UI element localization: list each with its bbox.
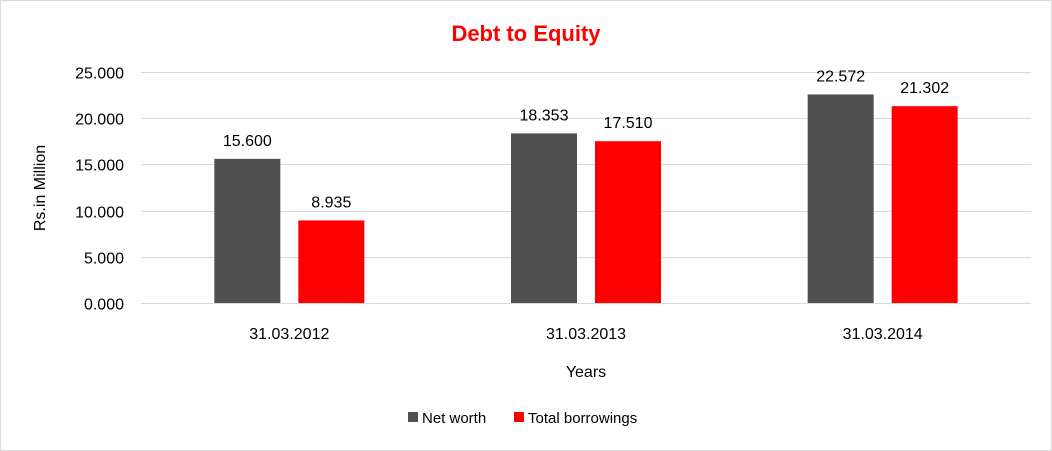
data-label: 15.600	[223, 133, 272, 150]
bar-net-worth	[214, 158, 281, 303]
bar-net-worth	[511, 133, 577, 303]
x-tick-label: 31.03.2014	[843, 326, 923, 343]
bars	[214, 94, 958, 303]
data-label: 18.353	[520, 107, 569, 124]
legend-label: Net worth	[422, 410, 486, 427]
data-label: 17.510	[604, 115, 653, 132]
y-axis-ticks: 0.000 5.000 10.000 15.000 20.000 25.000	[75, 66, 124, 314]
bar-total-borrowings	[298, 220, 365, 303]
chart-title: Debt to Equity	[451, 21, 601, 46]
y-tick-label: 0.000	[84, 297, 124, 314]
bar-total-borrowings	[891, 106, 958, 303]
y-tick-label: 15.000	[75, 158, 124, 175]
data-label: 8.935	[311, 194, 351, 211]
legend-label: Total borrowings	[528, 410, 637, 427]
data-label: 21.302	[900, 80, 949, 97]
gridlines	[141, 72, 1031, 304]
legend-swatch	[408, 412, 418, 422]
x-tick-label: 31.03.2012	[249, 326, 329, 343]
y-axis-title: Rs.in Million	[32, 145, 49, 231]
legend: Net worth Total borrowings	[408, 410, 637, 427]
bar-total-borrowings	[595, 141, 661, 303]
x-tick-label: 31.03.2013	[546, 326, 626, 343]
bar-net-worth	[807, 94, 874, 303]
y-tick-label: 10.000	[75, 205, 124, 222]
data-labels: 15.600 8.935 18.353 17.510 22.572 21.302	[223, 68, 949, 211]
y-tick-label: 20.000	[75, 112, 124, 129]
y-tick-label: 5.000	[84, 251, 124, 268]
y-tick-label: 25.000	[75, 66, 124, 83]
x-axis-title: Years	[566, 364, 606, 381]
legend-swatch	[514, 412, 524, 422]
x-axis-ticks: 31.03.2012 31.03.2013 31.03.2014	[249, 326, 923, 343]
data-label: 22.572	[816, 68, 865, 85]
